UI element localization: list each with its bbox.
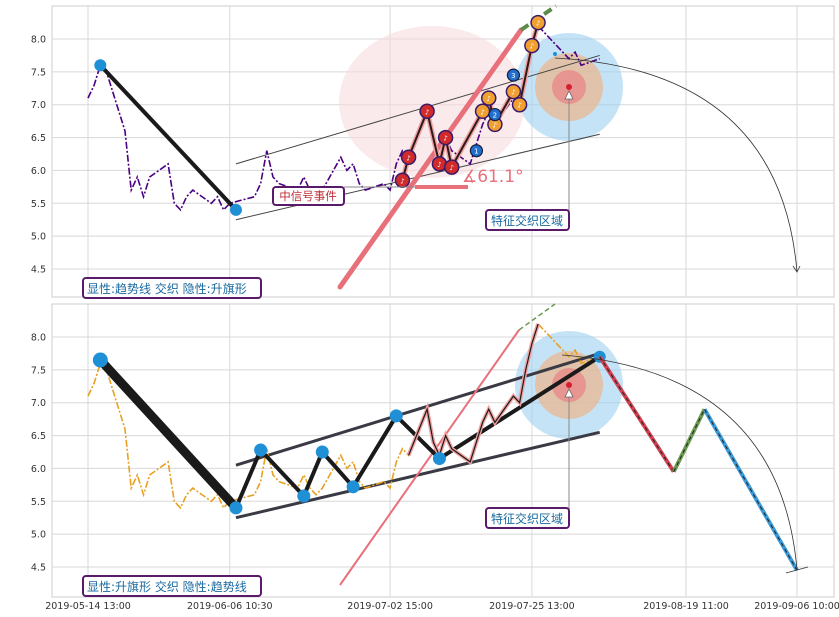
panel-label-box [82,277,262,299]
rally-line [408,323,539,463]
zone-label-box [485,507,570,529]
y-tick-label: 7.0 [31,100,46,111]
forecast-arc-arrow [792,265,801,273]
y-tick-label: 6.5 [31,431,46,442]
y-tick-label: 4.5 [31,563,46,574]
zone-label: 特征交织区域 [491,511,563,526]
pivot-point [389,409,403,423]
chart-panel-top: 4.55.05.56.06.57.07.58.0♪♪♪♪♪♪♪♪♪♪♪♪♪123… [31,4,835,299]
flag-zigzag [234,355,601,509]
zone-anchor [553,52,557,56]
y-tick-label: 6.0 [31,464,46,475]
x-tick-label: 2019-09-06 10:00 [754,601,839,612]
signal-marker [505,83,522,100]
y-tick-label: 5.5 [31,497,46,508]
pivot-point [432,452,446,466]
pivot-point-start [92,352,108,368]
signal-marker-glyph: ♪ [517,102,521,110]
angle-line [339,329,520,586]
numbered-marker-label: 1 [474,148,478,156]
y-tick-label: 6.5 [31,133,46,144]
signal-marker [400,149,417,166]
y-tick-label: 8.0 [31,333,46,344]
signal-marker-glyph: ♪ [493,121,497,129]
forecast-arc [561,354,798,571]
y-tick-label: 5.0 [31,232,46,243]
numbered-marker-label: 3 [511,72,515,80]
signal-marker-glyph: ♪ [443,135,447,143]
y-tick-label: 5.5 [31,199,46,210]
signal-marker [530,14,546,31]
pivot-point [315,445,329,459]
angle-line [337,27,524,290]
signal-marker [524,37,540,54]
numbered-marker [469,144,484,158]
y-tick-label: 8.0 [31,35,46,46]
forecast-leg-dash [673,409,705,472]
numbered-marker-label: 2 [493,112,497,120]
x-tick-label: 2019-07-02 15:00 [347,601,433,612]
signal-marker-glyph: ♪ [487,95,491,103]
zone-label-box [485,209,570,231]
numbered-marker [488,107,502,122]
zone-pointer-head [564,90,574,100]
angle-label: ∡61.1° [462,167,524,187]
trend-line [98,63,238,212]
signal-marker-glyph: ♪ [400,177,404,185]
event-label: 中信号事件 [279,189,337,203]
signal-marker [437,129,454,146]
signal-marker [419,103,435,120]
y-tick-label: 7.5 [31,67,46,78]
forecast-arc [554,57,798,273]
pivot-point [346,480,360,494]
numbered-marker [506,68,521,82]
panel-label: 显性:趋势线 交织 隐性:升旗形 [87,281,247,296]
pivot-point [254,443,268,457]
forecast-leg-dash [599,356,675,472]
channel-upper-line [235,54,600,165]
x-tick-label: 2019-05-14 13:00 [45,601,131,612]
panel-label: 显性:升旗形 交织 隐性:趋势线 [87,579,247,594]
forecast-end-tick [785,566,809,574]
pivot-point [229,501,243,515]
panel-label-box [82,575,262,597]
signal-marker-glyph: ♪ [511,89,515,97]
signal-marker-glyph: ♪ [480,108,484,116]
signal-marker-glyph: ♪ [425,108,429,116]
pivot-point [297,489,311,503]
y-tick-label: 5.0 [31,530,46,541]
signal-marker-glyph: ♪ [437,161,441,169]
x-tick-label: 2019-08-19 11:00 [643,601,729,612]
zone-center-dot [566,84,572,90]
signal-marker-glyph: ♪ [450,164,454,172]
event-label-box [272,186,345,206]
x-tick-label: 2019-06-06 10:30 [187,601,273,612]
y-tick-label: 7.0 [31,398,46,409]
pivot-point [94,59,107,72]
y-tick-label: 6.0 [31,166,46,177]
zone-label: 特征交织区域 [491,213,563,228]
signal-marker-glyph: ♪ [406,154,410,162]
x-tick-label: 2019-07-25 13:00 [489,601,575,612]
signal-marker-glyph: ♪ [530,43,534,51]
trend-line [97,356,240,511]
signal-marker [511,96,528,113]
pivot-point [229,203,242,216]
signal-marker-glyph: ♪ [536,20,540,28]
channel-upper-line [235,351,601,467]
signal-marker [480,90,497,106]
y-tick-label: 7.5 [31,365,46,376]
y-tick-label: 4.5 [31,265,46,276]
zone-center-dot [566,382,572,388]
zone-pointer-head [564,388,574,398]
signal-marker [443,159,460,175]
forecast-leg-dash [704,409,798,571]
